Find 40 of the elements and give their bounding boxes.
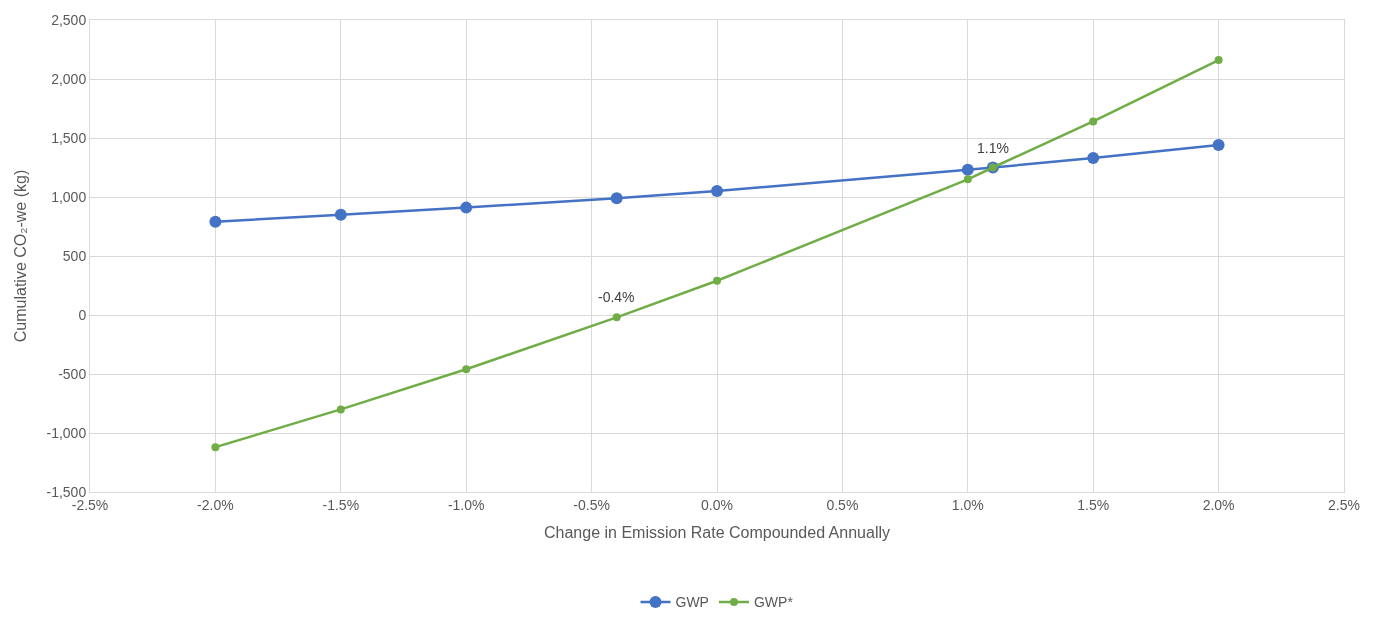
point xyxy=(336,405,345,414)
point xyxy=(460,201,473,214)
point xyxy=(334,208,347,221)
x-tick-label: -1.5% xyxy=(322,496,360,513)
point xyxy=(711,185,723,198)
y-tick-label: 1,500 xyxy=(51,129,87,146)
y-tick-label: 2,500 xyxy=(51,11,87,28)
point xyxy=(713,276,721,285)
point xyxy=(209,215,222,228)
x-tick-label: 2.5% xyxy=(1328,496,1360,513)
point xyxy=(1089,117,1098,126)
y-tick-label: 2,000 xyxy=(51,70,87,87)
x-axis-title: Change in Emission Rate Compounded Annually xyxy=(544,524,890,542)
point xyxy=(1087,152,1100,165)
y-tick-label: 500 xyxy=(62,247,87,264)
y-tick-label: 0 xyxy=(78,306,87,323)
legend-label: GWP* xyxy=(753,594,794,611)
legend-label: GWP xyxy=(675,594,709,611)
y-tick-label: 1,000 xyxy=(51,188,87,205)
x-tick-label: 1.0% xyxy=(951,496,984,513)
point xyxy=(963,175,972,184)
annotation: 1.1% xyxy=(977,140,1009,156)
x-tick-label: 0.0% xyxy=(701,496,733,513)
x-tick-label: -0.5% xyxy=(573,496,610,513)
x-tick-label: -2.0% xyxy=(197,496,234,513)
point xyxy=(610,192,623,205)
annotation: -0.4% xyxy=(598,289,635,305)
point xyxy=(961,163,974,176)
point xyxy=(462,365,471,374)
point xyxy=(612,313,621,322)
x-tick-label: -1.0% xyxy=(447,496,485,513)
y-tick-label: -500 xyxy=(58,365,87,382)
point xyxy=(1214,56,1223,65)
x-tick-label: 2.0% xyxy=(1202,496,1235,513)
x-tick-label: 1.5% xyxy=(1077,496,1110,513)
point xyxy=(211,443,220,452)
y-tick-label: -1,000 xyxy=(46,424,87,441)
y-axis-title: Cumulative CO₂-we (kg) xyxy=(12,169,30,343)
point xyxy=(1212,139,1225,152)
x-tick-label: 0.5% xyxy=(826,496,859,513)
